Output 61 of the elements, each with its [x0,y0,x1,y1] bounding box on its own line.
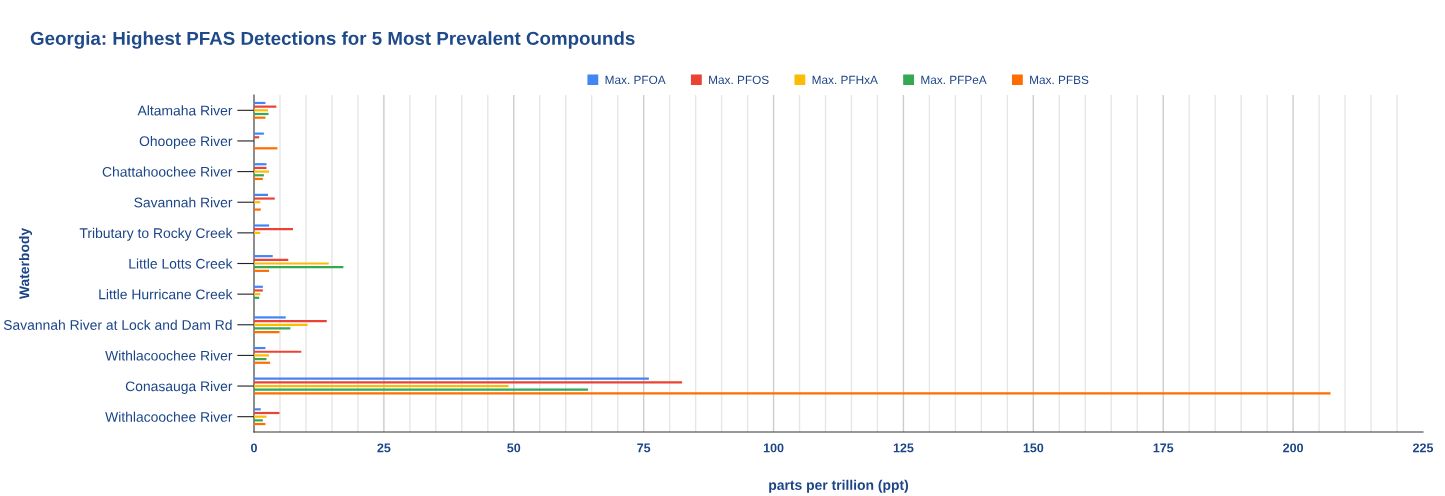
bar [254,316,286,319]
y-tick-label: Savannah River at Lock and Dam Rd [3,319,232,330]
chart-title: Georgia: Highest PFAS Detections for 5 Most Prevalent Compounds [30,31,635,49]
y-tick-label: Altamaha River [137,105,233,116]
legend-label: Max. PFHxA [812,75,878,85]
legend-label: Max. PFOS [709,75,769,85]
y-tick-label: Conasauga River [125,381,233,394]
bar [254,193,269,196]
x-tick-label: 100 [763,443,784,453]
x-tick-label: 225 [1413,443,1434,453]
x-tick-label: 50 [507,443,521,453]
bar [254,350,302,353]
y-axis-title: Waterbody [19,227,32,300]
bar [254,208,261,211]
bar [254,132,264,135]
bar [254,289,263,292]
x-tick-label: 75 [637,443,651,453]
y-tick-label: Little Hurricane Creek [99,289,233,300]
bar [254,266,344,269]
bar [254,174,264,177]
legend-label: Max. PFBS [1030,75,1089,85]
x-axis-title: parts per trillion (ppt) [769,479,909,493]
x-tick-label: 0 [251,443,257,453]
bar [254,323,308,326]
y-tick-label: Chattahoochee River [102,166,233,177]
x-tick-label: 200 [1283,443,1304,453]
bar [254,269,270,272]
bar [254,388,589,391]
bar [254,327,291,330]
bar [254,197,275,200]
bar [254,224,270,227]
bar [254,384,509,388]
bar [254,170,270,173]
bar [254,408,261,411]
bar [254,381,683,384]
legend-label: Max. PFPeA [921,75,987,85]
bar [254,392,1331,395]
bar [254,319,327,323]
x-tick-label: 125 [893,443,914,453]
bar [254,354,270,357]
y-tick-label: Savannah River [134,197,233,208]
y-tick-label: Tributary to Rocky Creek [79,227,233,241]
bar [254,105,277,108]
bar [254,419,263,422]
y-tick-label: Withlacoochee River [105,350,233,361]
y-tick-label: Withlacoochee River [105,411,233,422]
bar [254,377,649,380]
bar [254,136,260,139]
bar [254,285,263,288]
legend-label: Max. PFOA [605,75,666,85]
y-tick-label: Little Lotts Creek [129,258,233,269]
bar [254,228,293,231]
bar [254,262,329,265]
bar [254,112,269,116]
x-tick-label: 175 [1153,443,1174,453]
bar [254,109,269,112]
x-tick-label: 150 [1023,443,1044,453]
y-tick-label: Ohoopee River [139,135,233,149]
bar [254,177,263,181]
x-tick-label: 25 [377,443,391,453]
bar [254,255,273,258]
